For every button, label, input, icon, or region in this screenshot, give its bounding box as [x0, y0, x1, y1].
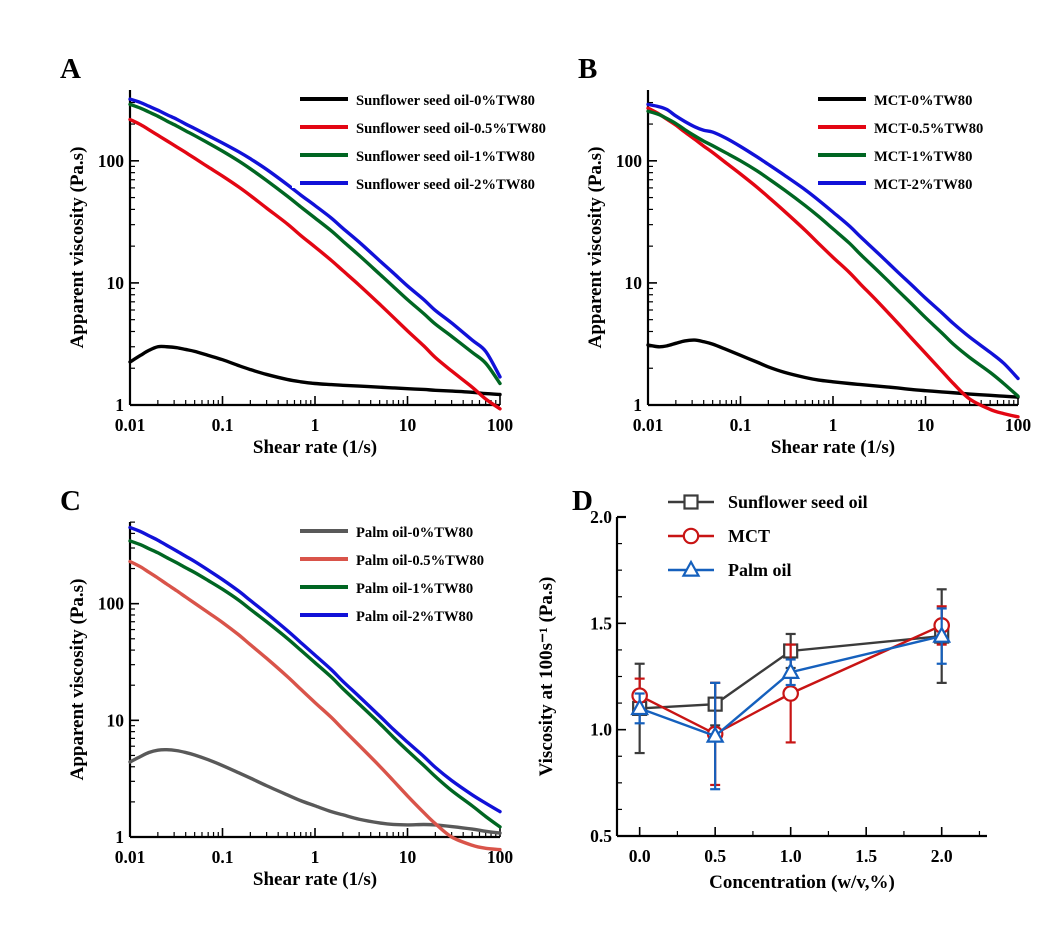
svg-text:Palm oil-0%TW80: Palm oil-0%TW80 — [356, 525, 473, 541]
svg-text:1: 1 — [633, 395, 642, 415]
svg-text:10: 10 — [399, 847, 417, 867]
svg-text:2.0: 2.0 — [931, 846, 953, 866]
svg-text:MCT-2%TW80: MCT-2%TW80 — [874, 177, 972, 193]
svg-text:10: 10 — [107, 273, 125, 293]
svg-text:10: 10 — [107, 710, 125, 730]
svg-text:Sunflower seed oil-1%TW80: Sunflower seed oil-1%TW80 — [356, 149, 535, 165]
svg-text:1.0: 1.0 — [780, 846, 802, 866]
svg-text:Palm oil-1%TW80: Palm oil-1%TW80 — [356, 581, 473, 597]
svg-text:1: 1 — [311, 847, 320, 867]
svg-text:0.0: 0.0 — [629, 846, 651, 866]
svg-text:MCT: MCT — [728, 526, 770, 546]
svg-text:0.1: 0.1 — [212, 847, 234, 867]
svg-text:2.0: 2.0 — [590, 507, 612, 527]
svg-text:Apparent viscosity (Pa.s): Apparent viscosity (Pa.s) — [67, 147, 88, 349]
svg-text:0.01: 0.01 — [115, 847, 146, 867]
svg-text:Apparent viscosity (Pa.s): Apparent viscosity (Pa.s) — [585, 147, 606, 349]
svg-text:Palm oil-2%TW80: Palm oil-2%TW80 — [356, 609, 473, 625]
svg-text:Palm oil: Palm oil — [728, 560, 792, 580]
svg-text:Shear rate (1/s): Shear rate (1/s) — [253, 869, 377, 890]
svg-text:1.5: 1.5 — [590, 613, 612, 633]
svg-text:Sunflower seed oil-0%TW80: Sunflower seed oil-0%TW80 — [356, 93, 535, 109]
svg-text:10: 10 — [625, 273, 643, 293]
svg-text:100: 100 — [98, 151, 125, 171]
svg-text:MCT-1%TW80: MCT-1%TW80 — [874, 149, 972, 165]
svg-text:Sunflower seed oil-2%TW80: Sunflower seed oil-2%TW80 — [356, 177, 535, 193]
svg-text:MCT-0.5%TW80: MCT-0.5%TW80 — [874, 121, 983, 137]
svg-text:1: 1 — [115, 827, 124, 847]
svg-text:Palm oil-0.5%TW80: Palm oil-0.5%TW80 — [356, 553, 484, 569]
svg-text:100: 100 — [616, 151, 643, 171]
svg-text:1.0: 1.0 — [590, 720, 612, 740]
svg-text:0.5: 0.5 — [590, 826, 612, 846]
svg-text:0.5: 0.5 — [704, 846, 726, 866]
svg-text:1: 1 — [115, 395, 124, 415]
svg-text:Concentration (w/v,%): Concentration (w/v,%) — [709, 872, 895, 893]
svg-text:100: 100 — [98, 594, 125, 614]
svg-text:1.5: 1.5 — [855, 846, 877, 866]
svg-text:Viscosity at 100s⁻¹ (Pa.s): Viscosity at 100s⁻¹ (Pa.s) — [536, 577, 557, 777]
svg-text:MCT-0%TW80: MCT-0%TW80 — [874, 93, 972, 109]
svg-text:Apparent viscosity (Pa.s): Apparent viscosity (Pa.s) — [67, 579, 88, 781]
svg-text:Sunflower seed oil: Sunflower seed oil — [728, 492, 868, 512]
